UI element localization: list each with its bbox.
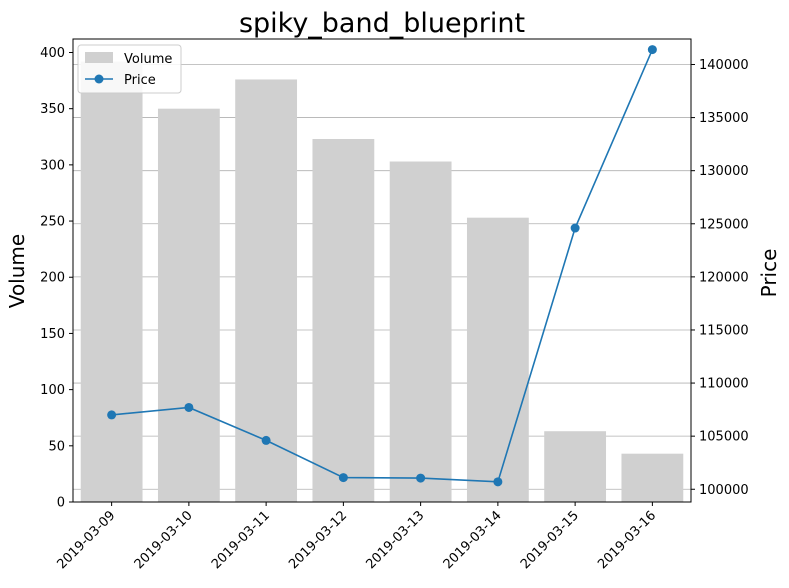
volume-bar (544, 431, 607, 502)
price-line (107, 45, 657, 487)
legend: Volume Price (77, 44, 182, 94)
right-tick-label: 125000 (699, 217, 749, 232)
left-tick-label: 200 (40, 271, 65, 286)
volume-bar (312, 139, 375, 503)
left-tick-label: 300 (40, 158, 65, 173)
left-axis: 0 50 100 150 200 250 300 350 400 (40, 46, 73, 511)
right-tick-label: 115000 (699, 323, 749, 338)
left-tick-label: 0 (57, 496, 65, 511)
right-tick-label: 110000 (699, 377, 749, 392)
legend-price-marker (94, 74, 104, 84)
right-tick-label: 140000 (699, 58, 749, 73)
price-point (416, 473, 426, 483)
left-tick-label: 150 (40, 327, 65, 342)
price-point (338, 473, 348, 483)
volume-bar (157, 108, 220, 503)
right-tick-label: 135000 (699, 111, 749, 126)
y-axis-right-label: Price (757, 249, 781, 298)
price-point (184, 402, 194, 412)
left-tick-label: 100 (40, 383, 65, 398)
legend-volume-label: Volume (124, 52, 172, 67)
right-tick-label: 100000 (699, 483, 749, 498)
plot-frame (72, 38, 692, 503)
price-point (493, 477, 503, 487)
price-point (570, 223, 580, 233)
volume-bar (80, 61, 143, 502)
price-polyline (111, 49, 654, 483)
right-axis: 100000 105000 110000 115000 120000 125000 1300… (691, 58, 749, 498)
bars (80, 61, 684, 503)
price-point (647, 45, 657, 55)
left-tick-label: 250 (40, 215, 65, 230)
volume-bar (389, 161, 452, 502)
left-tick-label: 50 (48, 439, 65, 454)
legend-volume-swatch (85, 52, 113, 63)
price-point (261, 435, 271, 445)
price-point (107, 410, 117, 420)
right-tick-label: 130000 (699, 164, 749, 179)
chart-title: spiky_band_blueprint (239, 8, 525, 39)
y-axis-left-label: Volume (5, 234, 29, 308)
legend-price-label: Price (124, 73, 156, 88)
left-tick-label: 400 (40, 46, 65, 61)
volume-bar (466, 217, 529, 502)
right-tick-label: 120000 (699, 270, 749, 285)
left-tick-label: 350 (40, 102, 65, 117)
right-tick-label: 105000 (699, 430, 749, 445)
volume-bar (621, 453, 684, 502)
